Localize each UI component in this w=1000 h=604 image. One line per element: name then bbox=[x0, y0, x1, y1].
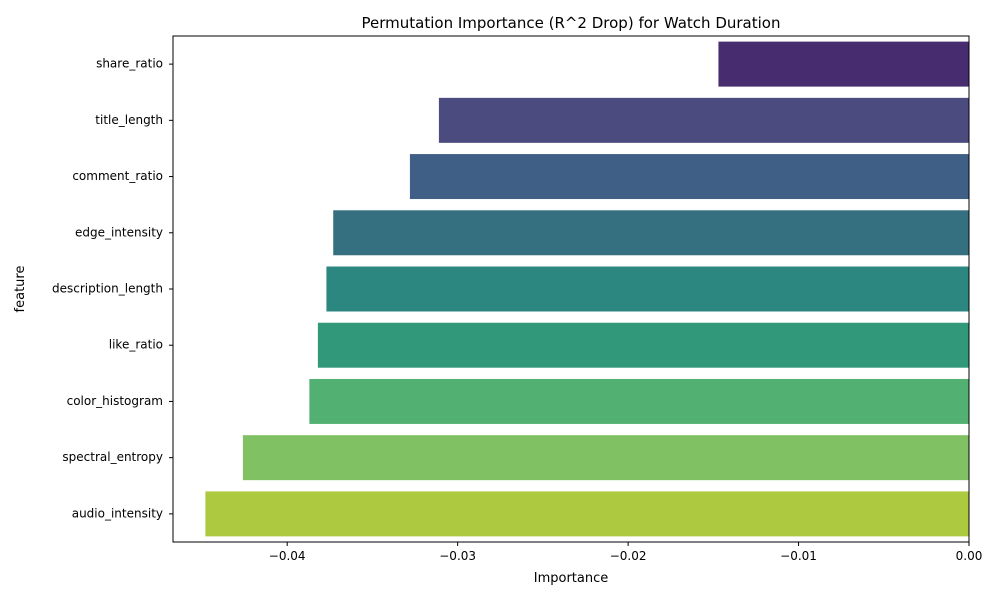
bar-audio_intensity bbox=[205, 491, 969, 537]
bars-group bbox=[205, 41, 970, 537]
chart-title: Permutation Importance (R^2 Drop) for Wa… bbox=[362, 14, 781, 32]
x-tick-label: −0.03 bbox=[439, 549, 476, 563]
bar-edge_intensity bbox=[333, 210, 970, 256]
bar-title_length bbox=[438, 97, 969, 143]
x-tick-label: −0.01 bbox=[780, 549, 817, 563]
y-axis: share_ratio title_length comment_ratioedge… bbox=[52, 57, 173, 520]
bar-spectral_entropy bbox=[242, 435, 969, 481]
y-tick-label: color_histogram bbox=[67, 394, 163, 408]
y-tick-label: spectral_entropy bbox=[62, 450, 163, 464]
bar-share_ratio bbox=[718, 41, 969, 87]
x-axis-label: Importance bbox=[534, 571, 609, 586]
x-tick-label: −0.02 bbox=[610, 549, 647, 563]
x-tick-label: 0.00 bbox=[956, 549, 983, 563]
y-tick-label: like_ratio bbox=[109, 338, 163, 352]
bar-comment_ratio bbox=[409, 154, 969, 200]
x-axis: −0.04 −0.03 −0.02 −0.01 0.00 bbox=[269, 542, 983, 563]
bar-like_ratio bbox=[317, 322, 970, 368]
x-tick-label: −0.04 bbox=[269, 549, 306, 563]
bar-color_histogram bbox=[309, 378, 969, 424]
plot-frame bbox=[172, 35, 970, 543]
y-tick-label: audio_intensity bbox=[72, 506, 163, 520]
bar-description_length bbox=[326, 266, 969, 312]
y-axis-label: feature bbox=[13, 266, 28, 313]
y-tick-label: description_length bbox=[52, 282, 163, 296]
y-tick-label: edge_intensity bbox=[75, 225, 163, 239]
y-tick-label: comment_ratio bbox=[72, 169, 163, 183]
y-tick-label: title_length bbox=[95, 113, 163, 127]
y-tick-label: share_ratio bbox=[96, 57, 163, 71]
